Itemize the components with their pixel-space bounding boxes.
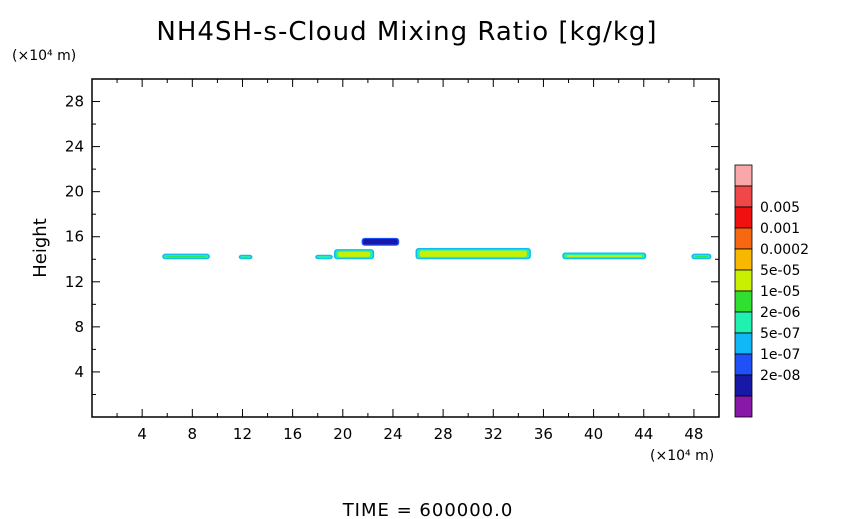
colorbar-label: 1e-07 — [760, 347, 800, 363]
plot-area — [162, 237, 712, 260]
cloud-region-2e-06 — [166, 256, 206, 258]
colorbar-swatch — [734, 332, 753, 355]
cloud-region-2e-06 — [242, 257, 249, 259]
x-tick-label: 4 — [137, 425, 147, 443]
cloud-region-1e-05 — [419, 250, 527, 257]
y-tick-label: 8 — [74, 318, 84, 336]
x-tick-label: 44 — [634, 425, 653, 443]
x-tick-label: 48 — [684, 425, 703, 443]
colorbar-label: 0.005 — [760, 200, 800, 216]
x-tick-label: 16 — [283, 425, 302, 443]
x-tick-label: 8 — [188, 425, 198, 443]
colorbar-label: 0.0002 — [760, 242, 809, 258]
time-label: TIME = 600000.0 — [342, 500, 514, 519]
plot-frame — [91, 78, 720, 418]
x-tick-label: 32 — [484, 425, 503, 443]
y-tick-label: 12 — [65, 273, 84, 291]
colorbar-swatch — [734, 248, 753, 271]
colorbar: 0.005 0.001 0.0002 5e-05 1e-05 2e-06 5e-07 1e-0… — [734, 164, 809, 418]
colorbar-swatch — [734, 269, 753, 292]
colorbar-swatch — [734, 395, 753, 418]
y-tick-label: 16 — [65, 228, 84, 246]
cloud-region-5e-07 — [319, 257, 329, 259]
y-unit-label: (×10⁴ m) — [12, 48, 76, 64]
y-tick-label: 24 — [65, 138, 84, 156]
cloud-region-2e-06 — [695, 256, 708, 258]
cloud-region-2e-08 — [365, 240, 396, 244]
y-axis-title: Height — [30, 218, 51, 278]
x-tick-label: 12 — [233, 425, 252, 443]
x-tick-label: 40 — [584, 425, 603, 443]
colorbar-swatch — [734, 185, 753, 208]
cloud-region-1e-05 — [566, 255, 643, 257]
x-axis: 4 8 12 16 20 24 28 32 36 40 44 48 — [116, 79, 703, 443]
colorbar-swatch — [734, 164, 753, 187]
colorbar-swatch — [734, 353, 753, 376]
x-tick-label: 36 — [534, 425, 553, 443]
colorbar-swatch — [734, 374, 753, 397]
colorbar-swatch — [734, 227, 753, 250]
colorbar-swatch — [734, 206, 753, 229]
x-tick-label: 20 — [333, 425, 352, 443]
chart-title: NH4SH-s-Cloud Mixing Ratio [kg/kg] — [156, 17, 657, 47]
cloud-region-1e-05 — [338, 251, 371, 257]
colorbar-label: 1e-05 — [760, 284, 800, 300]
y-tick-label: 4 — [74, 363, 84, 381]
y-axis: 4 8 12 16 20 24 28 — [65, 93, 719, 395]
colorbar-swatch — [734, 311, 753, 334]
y-tick-label: 28 — [65, 93, 84, 111]
x-tick-label: 28 — [434, 425, 453, 443]
y-tick-label: 20 — [65, 183, 84, 201]
colorbar-label: 5e-07 — [760, 326, 800, 342]
cloud-region-mid — [240, 255, 252, 259]
x-tick-label: 24 — [383, 425, 402, 443]
colorbar-label: 2e-06 — [760, 305, 800, 321]
colorbar-label: 2e-08 — [760, 368, 800, 384]
colorbar-label: 0.001 — [760, 221, 800, 237]
colorbar-swatch — [734, 290, 753, 313]
colorbar-label: 5e-05 — [760, 263, 800, 279]
x-unit-label: (×10⁴ m) — [650, 448, 714, 464]
